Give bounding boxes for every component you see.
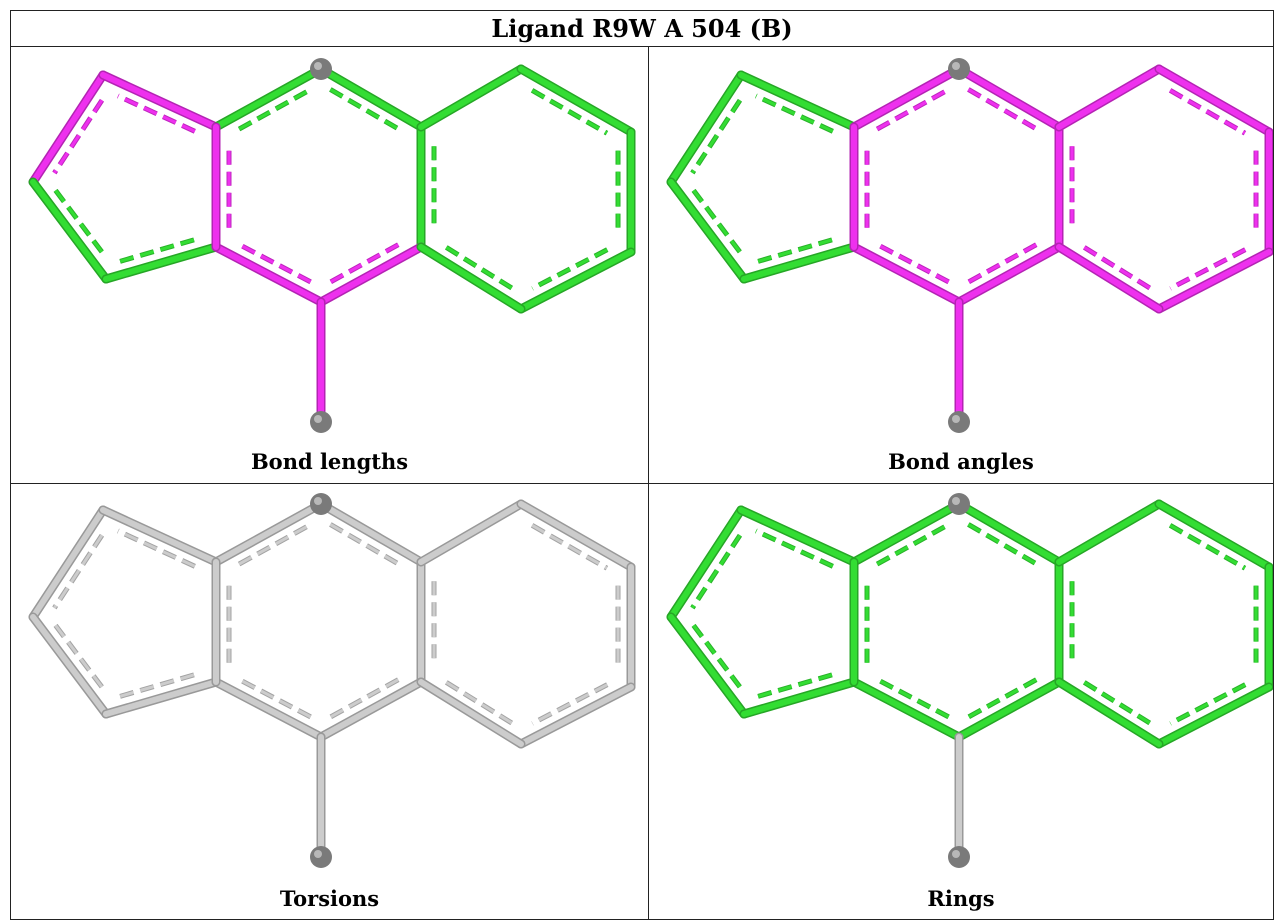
bond-E-A xyxy=(98,70,221,134)
bond-J-K xyxy=(1154,64,1273,137)
top-atom xyxy=(948,493,970,515)
bond-I-D xyxy=(849,677,964,742)
bond-B-C xyxy=(28,177,111,284)
bond-C-D xyxy=(101,237,221,284)
bond-D-E xyxy=(849,122,870,252)
bond-H-I xyxy=(954,242,1064,307)
molecule-diagram-bond-angles xyxy=(666,58,1273,433)
bond-F-G xyxy=(954,64,1064,132)
bond-F-G xyxy=(954,499,1064,567)
substituent-atom xyxy=(310,846,332,868)
bond-M-H xyxy=(416,242,526,314)
bond-E-F xyxy=(849,64,964,132)
bond-L-M xyxy=(1154,682,1273,749)
bond-E-F xyxy=(849,499,964,567)
bond-B-C xyxy=(666,177,749,284)
bond-A-B xyxy=(28,505,108,622)
bond-E-F xyxy=(211,64,326,132)
molecule-diagram-rings xyxy=(666,493,1273,868)
panel-caption: Bond angles xyxy=(888,449,1034,474)
bond-B-C xyxy=(28,612,111,719)
bond-L-M xyxy=(1154,247,1273,314)
bond-G-J xyxy=(1054,499,1164,567)
bond-I-D xyxy=(211,242,326,307)
bond-G-J xyxy=(416,499,526,567)
bond-B-C xyxy=(666,612,749,719)
bond-I-D xyxy=(211,677,326,742)
bond-A-B xyxy=(666,70,746,187)
substituent-atom-highlight xyxy=(952,415,960,423)
top-atom xyxy=(310,58,332,80)
substituent-atom-highlight xyxy=(314,415,322,423)
bond-H-I xyxy=(316,677,426,742)
panel-caption: Bond lengths xyxy=(250,449,409,474)
bond-C-D xyxy=(739,237,859,284)
bond-L-M xyxy=(516,247,636,314)
panel-caption: Torsions xyxy=(279,886,380,911)
panel-torsions: Torsions xyxy=(10,483,649,920)
bond-A-B xyxy=(666,505,746,622)
bond-E-F xyxy=(211,499,326,567)
top-atom xyxy=(948,58,970,80)
bond-K-L xyxy=(615,562,636,692)
panel-rings: Rings xyxy=(648,483,1274,920)
bond-D-E xyxy=(211,122,232,252)
bond-L-M xyxy=(516,682,636,749)
bond-H-I xyxy=(316,242,426,307)
bond-C-D xyxy=(739,672,859,719)
bond-J-K xyxy=(516,64,636,137)
bond-E-A xyxy=(98,505,221,569)
bond-G-H xyxy=(1054,122,1075,252)
bond-K-L xyxy=(615,127,636,257)
bond-E-A xyxy=(736,505,859,569)
substituent-atom xyxy=(310,411,332,433)
bond-G-J xyxy=(416,64,526,132)
bond-G-H xyxy=(416,557,437,687)
top-atom-highlight xyxy=(314,497,322,505)
substituent-atom xyxy=(948,846,970,868)
bond-K-L xyxy=(1253,127,1273,257)
bond-F-G xyxy=(316,64,426,132)
substituent-atom-highlight xyxy=(952,850,960,858)
bond-M-H xyxy=(1054,677,1164,749)
bond-G-H xyxy=(1054,557,1075,687)
bond-K-L xyxy=(1253,562,1273,692)
bond-H-I xyxy=(954,677,1064,742)
top-atom xyxy=(310,493,332,515)
substituent-atom-highlight xyxy=(314,850,322,858)
top-atom-highlight xyxy=(314,62,322,70)
molecule-diagram-torsions xyxy=(28,493,636,868)
bond-A-B xyxy=(28,70,108,187)
bond-C-D xyxy=(101,672,221,719)
bond-E-A xyxy=(736,70,859,134)
top-atom-highlight xyxy=(952,497,960,505)
substituent-atom xyxy=(948,411,970,433)
panel-bond-lengths: Bond lengths xyxy=(10,46,649,484)
bond-G-H xyxy=(416,122,437,252)
top-atom-highlight xyxy=(952,62,960,70)
bond-F-G xyxy=(316,499,426,567)
bond-J-K xyxy=(516,499,636,572)
bond-I-D xyxy=(849,242,964,307)
bond-J-K xyxy=(1154,499,1273,572)
bond-D-E xyxy=(211,557,232,687)
panel-caption: Rings xyxy=(927,886,995,911)
bond-M-H xyxy=(1054,242,1164,314)
bond-D-E xyxy=(849,557,870,687)
panel-bond-angles: Bond angles xyxy=(648,46,1274,484)
bond-G-J xyxy=(1054,64,1164,132)
molecule-diagram-bond-lengths xyxy=(28,58,636,433)
figure-title: Ligand R9W A 504 (B) xyxy=(10,10,1274,46)
bond-M-H xyxy=(416,677,526,749)
